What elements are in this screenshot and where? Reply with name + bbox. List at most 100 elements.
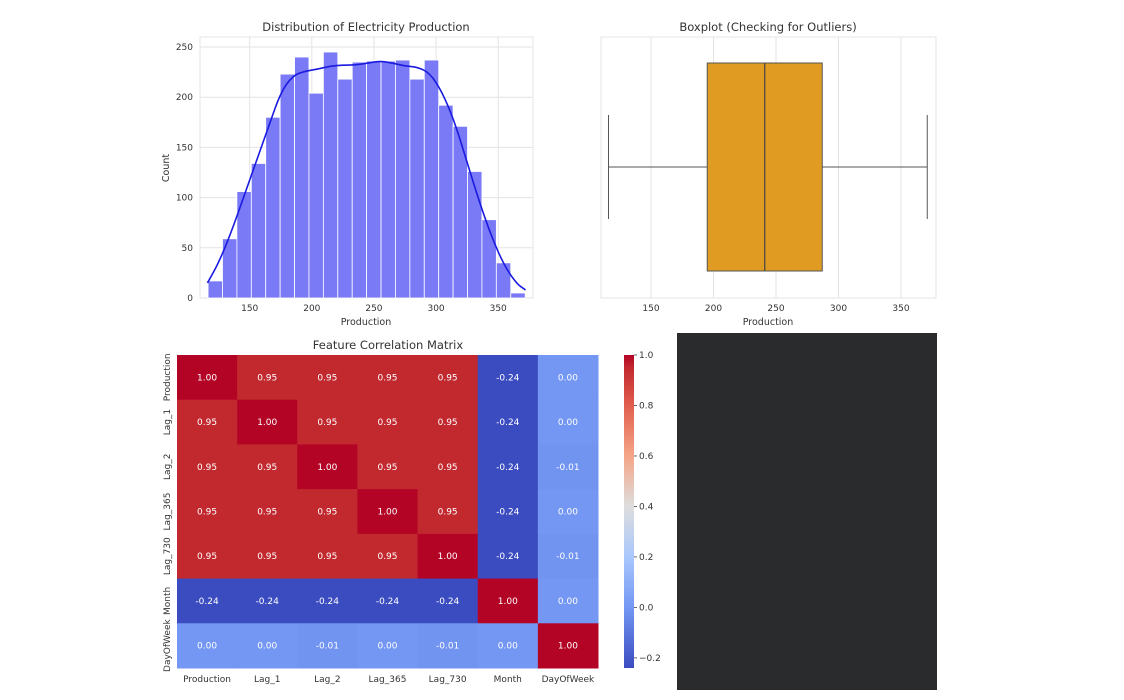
heatmap-cell bbox=[237, 578, 298, 624]
heatmap-cell bbox=[297, 623, 358, 669]
y-tick-label: 100 bbox=[176, 194, 193, 204]
heatmap-cell-value: 0.95 bbox=[438, 373, 458, 383]
heatmap-cell bbox=[297, 444, 358, 490]
histogram-bar bbox=[409, 78, 425, 299]
heatmap-cell-value: -0.24 bbox=[195, 597, 219, 607]
x-tick-label: 200 bbox=[705, 304, 722, 314]
heatmap-x-label: Production bbox=[183, 675, 231, 685]
heatmap-cell bbox=[417, 355, 479, 401]
histogram-bar bbox=[452, 125, 468, 299]
heatmap-cell-value: 0.95 bbox=[317, 418, 337, 428]
heatmap-cell bbox=[477, 533, 539, 580]
colorbar bbox=[624, 355, 634, 668]
x-tick-label: 250 bbox=[365, 304, 382, 314]
heatmap-cell bbox=[237, 623, 298, 669]
boxplot-x-label: Production bbox=[743, 317, 794, 328]
heatmap-cell bbox=[537, 578, 599, 624]
histogram-bar bbox=[351, 61, 368, 299]
heatmap-x-label: Lag_2 bbox=[314, 675, 340, 685]
heatmap-cell-value: 0.95 bbox=[257, 552, 277, 562]
empty-dark-panel bbox=[677, 333, 937, 690]
heatmap-y-label: Month bbox=[163, 587, 173, 615]
x-tick-label: 350 bbox=[490, 304, 507, 314]
histogram-bar bbox=[294, 56, 310, 299]
colorbar-tick-label: 0.6 bbox=[639, 452, 654, 462]
heatmap-title: Feature Correlation Matrix bbox=[313, 338, 464, 352]
heatmap-cell-value: 1.00 bbox=[438, 552, 458, 562]
heatmap-cell bbox=[537, 623, 599, 669]
histogram-bar bbox=[265, 116, 281, 299]
y-tick-label: 150 bbox=[176, 143, 193, 153]
heatmap-cell bbox=[357, 533, 419, 580]
heatmap-cell-value: 0.95 bbox=[197, 508, 217, 518]
heatmap-x-label: Month bbox=[494, 675, 522, 685]
heatmap-cell bbox=[177, 444, 238, 490]
heatmap-cell bbox=[177, 489, 238, 535]
heatmap-cell-value: 0.95 bbox=[377, 552, 397, 562]
heatmap-y-label: Lag_1 bbox=[163, 409, 173, 435]
boxplot-title: Boxplot (Checking for Outliers) bbox=[679, 20, 856, 34]
histogram-bar bbox=[467, 171, 483, 299]
colorbar-tick-label: 0.2 bbox=[639, 553, 653, 563]
heatmap-y-label: DayOfWeek bbox=[163, 619, 173, 672]
heatmap-cell bbox=[297, 355, 358, 401]
heatmap-x-label: DayOfWeek bbox=[542, 675, 595, 685]
heatmap-cell bbox=[237, 399, 298, 445]
y-tick-label: 200 bbox=[176, 93, 193, 103]
heatmap-x-label: Lag_365 bbox=[369, 675, 407, 685]
heatmap-cell-value: -0.24 bbox=[496, 463, 520, 473]
heatmap-cell-value: 0.00 bbox=[558, 508, 578, 518]
heatmap-cell-value: 0.95 bbox=[257, 463, 277, 473]
heatmap-cell bbox=[177, 623, 238, 669]
heatmap-cell-value: -0.24 bbox=[436, 597, 460, 607]
heatmap-cell-value: 0.95 bbox=[317, 508, 337, 518]
heatmap-y-label: Lag_730 bbox=[163, 537, 173, 575]
heatmap-cell-value: -0.24 bbox=[256, 597, 280, 607]
heatmap-cell-value: 0.95 bbox=[257, 508, 277, 518]
histogram-bars bbox=[207, 51, 526, 299]
heatmap-cell-value: 0.00 bbox=[377, 642, 397, 652]
heatmap-cell bbox=[417, 578, 479, 624]
histogram-bar bbox=[322, 51, 339, 299]
heatmap-cell-value: 0.00 bbox=[558, 597, 578, 607]
boxplot-x-ticks: 150 200 250 300 350 bbox=[642, 304, 909, 314]
histogram-bar bbox=[495, 262, 512, 299]
histogram-bar bbox=[438, 104, 454, 299]
heatmap-cell bbox=[417, 444, 479, 490]
heatmap-x-label: Lag_730 bbox=[429, 675, 467, 685]
heatmap-cell bbox=[357, 623, 419, 669]
heatmap-cell-value: 0.95 bbox=[317, 552, 337, 562]
heatmap-cell bbox=[417, 489, 479, 535]
heatmap-cell bbox=[537, 533, 599, 580]
heatmap-cell-value: -0.01 bbox=[436, 642, 459, 652]
histogram-bar bbox=[395, 59, 411, 299]
heatmap-cell bbox=[477, 623, 539, 669]
heatmap-cell bbox=[477, 489, 539, 535]
heatmap-cell bbox=[177, 578, 238, 624]
histogram-bar bbox=[380, 60, 396, 299]
x-tick-label: 150 bbox=[642, 304, 659, 314]
colorbar-tick-label: 0.8 bbox=[639, 401, 654, 411]
colorbar-tick-label: 0.0 bbox=[639, 603, 654, 613]
x-tick-label: 300 bbox=[427, 304, 444, 314]
heatmap-cell bbox=[537, 444, 599, 490]
heatmap-cell bbox=[237, 444, 298, 490]
heatmap-y-label: Lag_365 bbox=[163, 493, 173, 531]
histogram-bar bbox=[279, 73, 295, 299]
heatmap-cell-value: 0.95 bbox=[438, 508, 458, 518]
heatmap-cell-value: 0.00 bbox=[197, 642, 217, 652]
heatmap-cell bbox=[297, 533, 358, 580]
histogram-chart: Distribution of Electricity Production 1… bbox=[161, 20, 534, 328]
heatmap-cell-value: 0.00 bbox=[257, 642, 277, 652]
heatmap-cell bbox=[357, 578, 419, 624]
histogram-y-ticks: 0 50 100 150 200 250 bbox=[176, 43, 193, 304]
heatmap-cell-value: 0.00 bbox=[558, 373, 578, 383]
heatmap-cell bbox=[297, 578, 358, 624]
x-tick-label: 150 bbox=[241, 304, 258, 314]
x-tick-label: 300 bbox=[830, 304, 847, 314]
correlation-heatmap: Feature Correlation Matrix 1.00 0.95 0.95 0… bbox=[163, 338, 661, 685]
heatmap-cell bbox=[477, 355, 539, 401]
heatmap-cell-value: -0.24 bbox=[496, 373, 520, 383]
y-tick-label: 50 bbox=[182, 244, 194, 254]
